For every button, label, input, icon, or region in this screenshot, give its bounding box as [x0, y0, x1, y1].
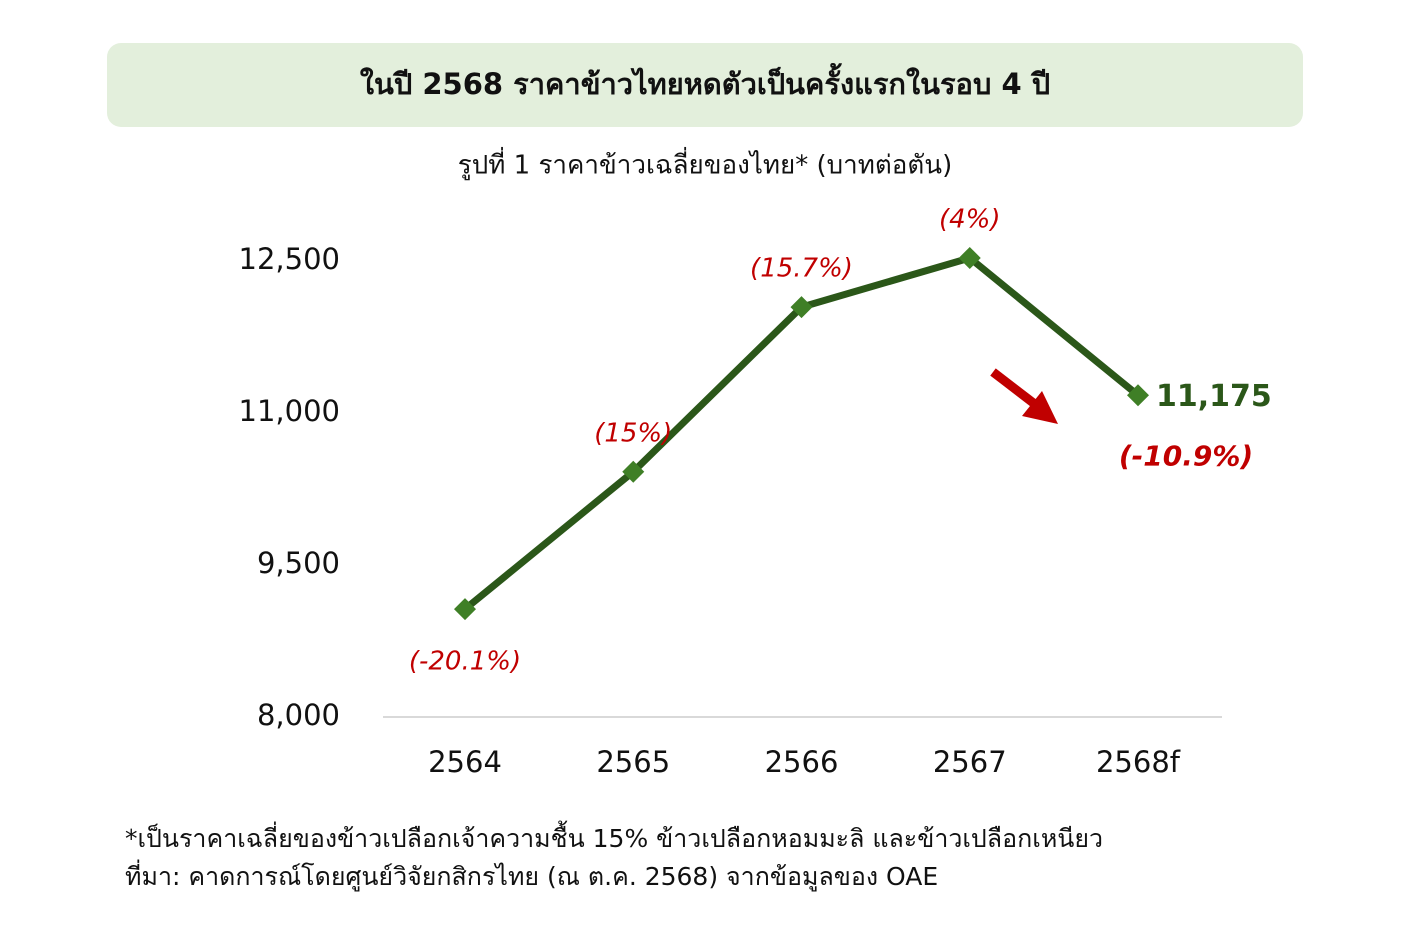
- down-arrow: [990, 368, 1058, 424]
- x-tick-label: 2564: [428, 745, 502, 779]
- value-label: 11,175: [1156, 379, 1272, 414]
- marker: [1127, 384, 1149, 407]
- y-tick-label: 12,500: [239, 242, 340, 276]
- y-tick-label: 11,000: [239, 394, 340, 428]
- chart-subtitle: รูปที่ 1 ราคาข้าวเฉลี่ยของไทย* (บาทต่อตั…: [458, 147, 952, 181]
- chart-title: ในปี 2568 ราคาข้าวไทยหดตัวเป็นครั้งแรกใน…: [360, 62, 1050, 101]
- x-tick-label: 2566: [765, 745, 839, 779]
- y-tick-label: 8,000: [257, 698, 340, 732]
- growth-label: (15.7%): [750, 254, 853, 284]
- marker: [958, 246, 981, 269]
- x-tick-label: 2565: [596, 745, 670, 779]
- marker: [454, 598, 476, 621]
- footnote: *เป็นราคาเฉลี่ยของข้าวเปลือกเจ้าความชื้น…: [125, 820, 1103, 853]
- growth-label: (4%): [939, 204, 1001, 234]
- arrow-shaft: [990, 368, 1039, 409]
- y-tick-label: 9,500: [257, 546, 340, 580]
- arrow-head: [1022, 391, 1058, 424]
- marker: [790, 296, 813, 319]
- x-tick-label: 2568f: [1096, 745, 1181, 779]
- growth-label: (-10.9%): [1119, 439, 1253, 472]
- footnote: ที่มา: คาดการณ์โดยศูนย์วิจัยกสิกรไทย (ณ …: [125, 859, 938, 892]
- growth-label: (-20.1%): [409, 647, 521, 677]
- title-box: [107, 43, 1303, 127]
- x-tick-label: 2567: [933, 745, 1007, 779]
- growth-label: (15%): [594, 418, 672, 448]
- marker: [622, 460, 645, 483]
